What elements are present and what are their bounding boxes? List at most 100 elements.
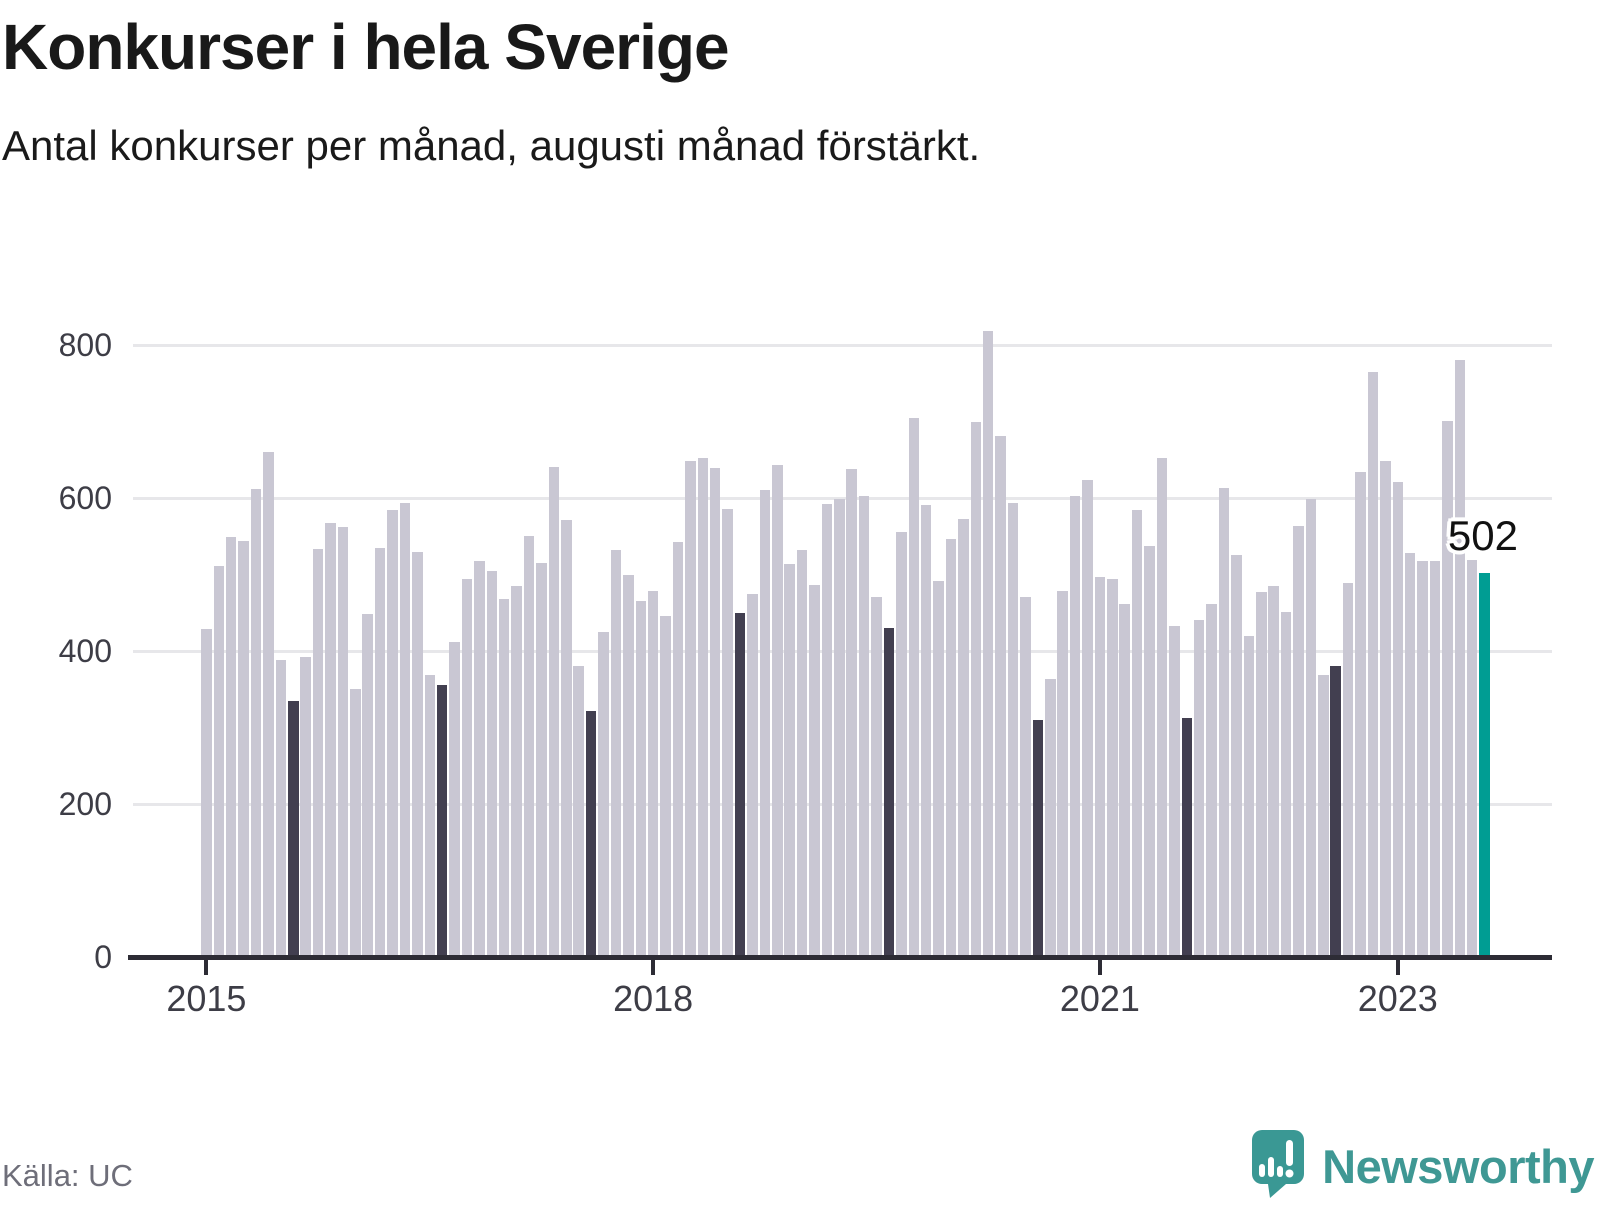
bar bbox=[399, 503, 411, 957]
bar bbox=[387, 510, 398, 957]
bar-august bbox=[288, 700, 299, 957]
bar bbox=[685, 461, 696, 957]
bar bbox=[920, 504, 932, 957]
bar bbox=[647, 591, 659, 957]
bar bbox=[834, 498, 845, 957]
bar bbox=[1380, 460, 1391, 957]
bar bbox=[759, 489, 771, 957]
chart-title: Konkurser i hela Sverige bbox=[2, 11, 730, 83]
x-axis-tick bbox=[204, 960, 209, 975]
bar bbox=[561, 520, 572, 957]
bar bbox=[337, 527, 349, 957]
bar-highlight-august-2023 bbox=[1479, 572, 1490, 957]
bar bbox=[573, 665, 584, 957]
bar bbox=[1243, 635, 1255, 957]
y-axis-tick-label: 200 bbox=[58, 786, 112, 822]
bar bbox=[1082, 479, 1093, 957]
x-axis-tick bbox=[651, 960, 656, 975]
bar bbox=[672, 542, 684, 957]
bar bbox=[635, 600, 646, 957]
bar bbox=[958, 519, 969, 957]
y-axis-tick-label: 0 bbox=[94, 939, 112, 975]
bar bbox=[1442, 420, 1453, 957]
newsworthy-wordmark: Newsworthy bbox=[1322, 1140, 1594, 1193]
bar bbox=[1069, 496, 1081, 957]
bar bbox=[1355, 471, 1366, 957]
bar bbox=[995, 436, 1006, 957]
bar bbox=[312, 549, 324, 957]
bar bbox=[747, 593, 758, 957]
bar bbox=[1169, 625, 1180, 957]
bar bbox=[213, 566, 225, 957]
bar bbox=[548, 467, 560, 957]
x-axis-tick-label: 2018 bbox=[613, 978, 694, 1019]
bar-august bbox=[1330, 665, 1341, 957]
bar bbox=[536, 563, 547, 957]
bar bbox=[1119, 603, 1130, 957]
bar bbox=[1206, 603, 1217, 957]
bar bbox=[201, 628, 212, 957]
x-axis-tick bbox=[1395, 960, 1400, 975]
bar bbox=[1280, 611, 1292, 957]
bar bbox=[809, 585, 820, 957]
bar-august bbox=[734, 612, 746, 957]
bar bbox=[784, 563, 795, 957]
bar bbox=[1392, 481, 1403, 957]
bar bbox=[300, 657, 311, 957]
x-axis-tick-label: 2021 bbox=[1059, 978, 1140, 1019]
bar bbox=[896, 531, 907, 957]
bar bbox=[1057, 591, 1068, 957]
bar bbox=[1256, 592, 1267, 957]
bar bbox=[623, 574, 634, 957]
bar bbox=[796, 550, 808, 957]
bar bbox=[1268, 585, 1279, 957]
bar bbox=[709, 468, 721, 957]
bar bbox=[1193, 620, 1205, 957]
grid-line bbox=[133, 343, 1552, 347]
bar bbox=[871, 596, 882, 957]
grid-line bbox=[133, 496, 1552, 500]
chart-subtitle: Antal konkurser per månad, augusti månad… bbox=[2, 122, 981, 169]
bar bbox=[1131, 510, 1143, 957]
bar bbox=[1218, 488, 1230, 957]
y-axis-tick-label: 600 bbox=[58, 480, 112, 516]
bar bbox=[498, 598, 510, 957]
bar bbox=[970, 421, 982, 957]
bar bbox=[1367, 371, 1379, 957]
bar bbox=[908, 417, 920, 957]
bar bbox=[1144, 546, 1155, 957]
bar bbox=[846, 468, 857, 957]
bar bbox=[598, 631, 609, 957]
bar bbox=[1404, 553, 1416, 957]
bar-august bbox=[1032, 719, 1044, 957]
bar bbox=[486, 571, 498, 957]
bar bbox=[474, 561, 485, 957]
bar bbox=[374, 548, 386, 957]
bar bbox=[275, 660, 287, 957]
x-axis-line bbox=[128, 955, 1552, 960]
bar bbox=[697, 458, 709, 957]
bar bbox=[362, 614, 373, 957]
bar bbox=[858, 496, 870, 957]
bar bbox=[1156, 458, 1168, 957]
bar bbox=[449, 641, 460, 957]
x-axis-tick-label: 2023 bbox=[1357, 978, 1438, 1019]
bar bbox=[1466, 559, 1478, 957]
bar bbox=[772, 465, 783, 957]
x-axis-tick-label: 2015 bbox=[166, 978, 247, 1019]
bar bbox=[412, 551, 423, 957]
bar bbox=[263, 452, 274, 957]
bar bbox=[350, 689, 361, 957]
newsworthy-speech-bubble-chart-icon bbox=[1248, 1128, 1306, 1205]
bar bbox=[461, 579, 473, 957]
source-note: Källa: UC bbox=[2, 1158, 133, 1193]
bar bbox=[424, 675, 436, 957]
bar bbox=[1045, 678, 1056, 957]
bar-august bbox=[585, 710, 597, 957]
bar bbox=[722, 508, 733, 957]
bar bbox=[1429, 560, 1441, 957]
bar bbox=[511, 585, 522, 957]
bar bbox=[821, 504, 833, 957]
y-axis-tick-label: 800 bbox=[58, 327, 112, 363]
